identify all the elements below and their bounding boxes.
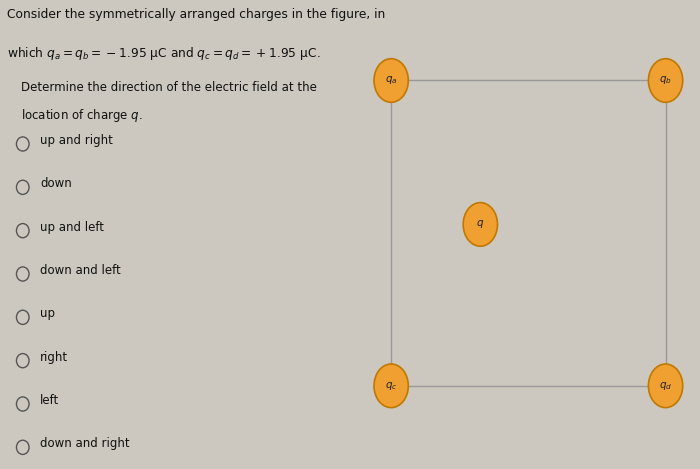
Text: right: right xyxy=(41,351,69,364)
Text: $q_d$: $q_d$ xyxy=(659,380,672,392)
Circle shape xyxy=(648,59,682,102)
Text: location of charge $q$.: location of charge $q$. xyxy=(21,107,143,124)
Text: $q$: $q$ xyxy=(476,219,484,230)
Circle shape xyxy=(648,364,682,408)
Text: down and right: down and right xyxy=(41,438,130,451)
Text: down and left: down and left xyxy=(41,264,121,277)
Text: $q_a$: $q_a$ xyxy=(385,75,398,86)
Circle shape xyxy=(374,364,408,408)
Text: left: left xyxy=(41,394,60,407)
Circle shape xyxy=(463,203,498,246)
Text: up: up xyxy=(41,308,55,320)
Text: down: down xyxy=(41,177,72,190)
Text: up and right: up and right xyxy=(41,134,113,147)
Text: $q_b$: $q_b$ xyxy=(659,75,672,86)
Text: Consider the symmetrically arranged charges in the figure, in: Consider the symmetrically arranged char… xyxy=(7,8,385,21)
Text: $q_c$: $q_c$ xyxy=(385,380,398,392)
Text: up and left: up and left xyxy=(41,221,104,234)
Circle shape xyxy=(374,59,408,102)
Text: which $q_a = q_b = -1.95$ μC and $q_c = q_d = +1.95$ μC.: which $q_a = q_b = -1.95$ μC and $q_c = … xyxy=(7,45,321,62)
Text: Determine the direction of the electric field at the: Determine the direction of the electric … xyxy=(21,81,317,94)
